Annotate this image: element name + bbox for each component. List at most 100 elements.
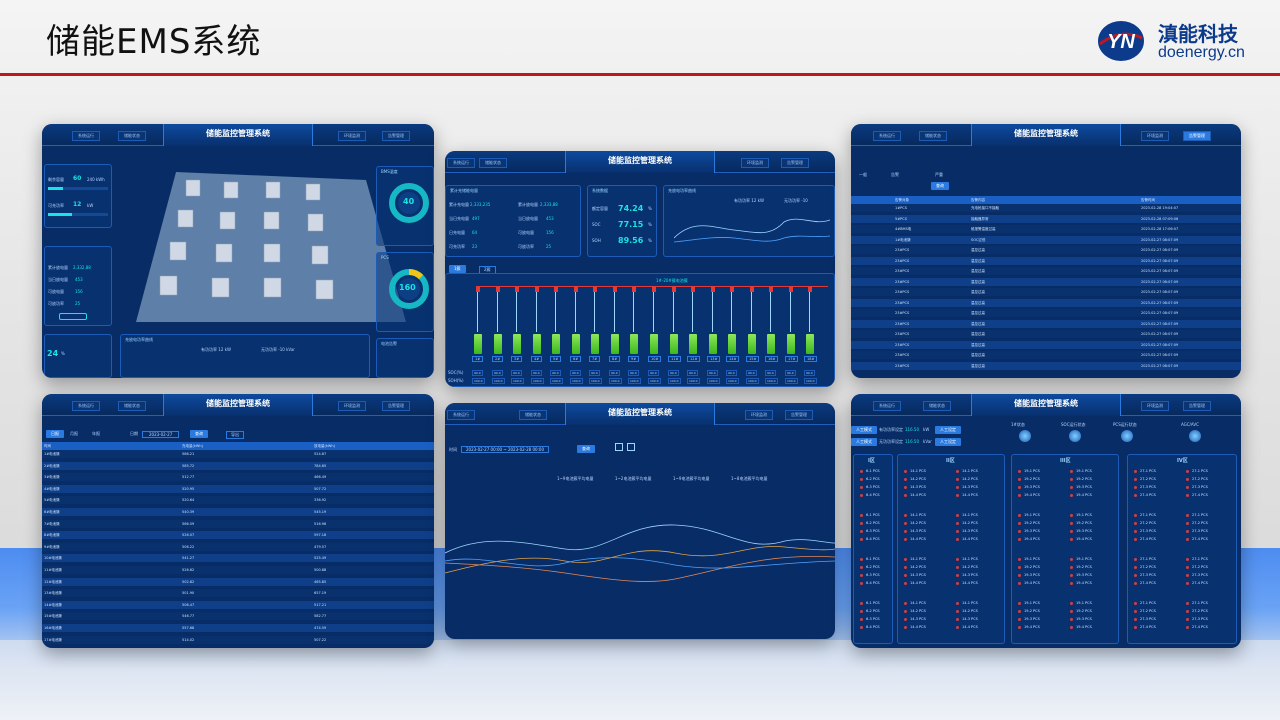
table-row[interactable]: 23#PCS 温控过高 2023-02-27 08:07:09 — [851, 288, 1241, 296]
pcs-status-item[interactable]: 27-1 PCS — [1134, 469, 1156, 473]
tab-storage-status[interactable]: 储能状态 — [923, 401, 951, 411]
pcs-status-item[interactable]: 19-3 PCS — [1070, 573, 1092, 577]
pcs-status-item[interactable]: 6-4 PCS — [860, 625, 880, 629]
pcs-status-item[interactable]: 14-4 PCS — [904, 581, 926, 585]
pcs-status-item[interactable]: 19-3 PCS — [1018, 529, 1040, 533]
battery-cell[interactable] — [611, 334, 619, 354]
table-row[interactable]: 2#电池簇 585.72 784.65 — [42, 461, 434, 470]
tab-environment[interactable]: 环境监测 — [745, 410, 773, 420]
battery-cell[interactable] — [552, 334, 560, 354]
pcs-status-item[interactable]: 19-2 PCS — [1070, 521, 1092, 525]
tab-daily[interactable]: 日报 — [46, 430, 64, 438]
pcs-status-item[interactable]: 14-2 PCS — [904, 565, 926, 569]
table-row[interactable]: 4#电池簇 520.95 507.72 — [42, 484, 434, 493]
tab-alarm[interactable]: 告警管理 — [785, 410, 813, 420]
table-row[interactable]: 23#PCS 温控过高 2023-02-27 08:07:09 — [851, 330, 1241, 338]
filter-severe[interactable]: 严重 — [935, 172, 943, 177]
tab-storage-status[interactable]: 储能状态 — [479, 158, 507, 168]
tab-environment[interactable]: 环境监测 — [338, 131, 366, 141]
table-row[interactable]: 14#电池簇 506.47 517.21 — [42, 600, 434, 609]
pcs-status-item[interactable]: 14-4 PCS — [904, 537, 926, 541]
set-button[interactable]: 人工设定 — [935, 426, 961, 434]
pcs-status-item[interactable]: 27-3 PCS — [1134, 529, 1156, 533]
pcs-status-item[interactable]: 14-4 PCS — [904, 493, 926, 497]
pcs-status-item[interactable]: 27-4 PCS — [1186, 581, 1208, 585]
table-row[interactable]: 1#PCS 充电枪接口不接触 2023-02-28 19:04:07 — [851, 204, 1241, 212]
pcs-status-item[interactable]: 19-3 PCS — [1070, 529, 1092, 533]
tab-monthly[interactable]: 月报 — [70, 431, 78, 436]
pcs-status-item[interactable]: 19-1 PCS — [1070, 601, 1092, 605]
pcs-status-item[interactable]: 27-2 PCS — [1134, 609, 1156, 613]
manual-mode-button[interactable]: 人工模式 — [851, 426, 877, 434]
pcs-status-item[interactable]: 27-3 PCS — [1134, 485, 1156, 489]
pcs-status-item[interactable]: 27-3 PCS — [1186, 573, 1208, 577]
battery-cell[interactable] — [572, 334, 580, 354]
pcs-status-item[interactable]: 14-2 PCS — [956, 521, 978, 525]
screenshot-cluster[interactable]: 系统运行 储能状态 储能监控管理系统 环境监测 告警管理 累计充储能电量 累计充… — [445, 151, 835, 387]
pcs-status-item[interactable]: 6-4 PCS — [860, 493, 880, 497]
battery-cell[interactable] — [689, 334, 697, 354]
table-row[interactable]: 23#PCS 温控过高 2023-02-27 08:07:09 — [851, 309, 1241, 317]
pcs-status-item[interactable]: 19-1 PCS — [1070, 513, 1092, 517]
mode-knob-icon[interactable] — [1189, 430, 1201, 442]
tab-storage-status[interactable]: 储能状态 — [118, 401, 146, 411]
pcs-status-item[interactable]: 27-2 PCS — [1134, 565, 1156, 569]
pcs-status-item[interactable]: 27-4 PCS — [1134, 625, 1156, 629]
pcs-status-item[interactable]: 19-2 PCS — [1070, 609, 1092, 613]
pcs-status-item[interactable]: 27-3 PCS — [1134, 617, 1156, 621]
tab-alarm[interactable]: 告警管理 — [382, 401, 410, 411]
pcs-status-item[interactable]: 27-3 PCS — [1186, 529, 1208, 533]
date-input[interactable]: 2023-02-27 — [142, 431, 180, 438]
pcs-status-item[interactable]: 19-1 PCS — [1070, 469, 1092, 473]
table-row[interactable]: 5#电池簇 520.64 336.92 — [42, 496, 434, 505]
tab-alarm[interactable]: 告警管理 — [781, 158, 809, 168]
pcs-status-item[interactable]: 19-2 PCS — [1070, 477, 1092, 481]
pcs-status-item[interactable]: 19-4 PCS — [1070, 625, 1092, 629]
pcs-status-item[interactable]: 14-1 PCS — [904, 469, 926, 473]
cluster-tab-1[interactable]: 1簇 — [449, 265, 466, 273]
tab-system-run[interactable]: 系统运行 — [873, 131, 901, 141]
filter-warning[interactable]: 告警 — [891, 172, 899, 177]
export-button[interactable]: 导出 — [226, 431, 244, 439]
pcs-status-item[interactable]: 19-2 PCS — [1070, 565, 1092, 569]
battery-cell[interactable] — [806, 334, 814, 354]
mode-knob-icon[interactable] — [1121, 430, 1133, 442]
pcs-status-item[interactable]: 27-3 PCS — [1134, 573, 1156, 577]
pcs-status-item[interactable]: 6-1 PCS — [860, 601, 880, 605]
filter-normal[interactable]: 一般 — [859, 172, 867, 177]
table-row[interactable]: 23#PCS 温控过高 2023-02-27 08:07:09 — [851, 277, 1241, 286]
tab-yearly[interactable]: 年报 — [92, 431, 100, 436]
pcs-status-item[interactable]: 14-3 PCS — [956, 529, 978, 533]
pcs-status-item[interactable]: 6-3 PCS — [860, 573, 880, 577]
table-row[interactable]: 23#PCS 温控过高 2023-02-27 08:07:09 — [851, 256, 1241, 265]
pcs-status-item[interactable]: 19-4 PCS — [1070, 581, 1092, 585]
pcs-status-item[interactable]: 14-2 PCS — [956, 609, 978, 613]
table-row[interactable]: 8#电池簇 526.07 597.18 — [42, 531, 434, 540]
pcs-status-item[interactable]: 27-2 PCS — [1134, 521, 1156, 525]
pcs-status-item[interactable]: 19-3 PCS — [1018, 573, 1040, 577]
pcs-status-item[interactable]: 19-4 PCS — [1070, 493, 1092, 497]
pcs-status-item[interactable]: 6-3 PCS — [860, 617, 880, 621]
pcs-status-item[interactable]: 14-3 PCS — [956, 573, 978, 577]
screenshot-overview[interactable]: 系统运行 储能状态 储能监控管理系统 环境监测 告警管理 剩余容量 60 240… — [42, 124, 434, 378]
pcs-status-item[interactable]: 6-2 PCS — [860, 565, 880, 569]
tab-system-run[interactable]: 系统运行 — [873, 401, 901, 411]
pcs-status-item[interactable]: 27-2 PCS — [1186, 565, 1208, 569]
table-row[interactable]: 23#PCS 温控过高 2023-02-27 08:07:09 — [851, 246, 1241, 254]
pcs-status-item[interactable]: 19-2 PCS — [1018, 565, 1040, 569]
tab-system-run[interactable]: 系统运行 — [72, 401, 100, 411]
pcs-status-item[interactable]: 19-4 PCS — [1018, 493, 1040, 497]
table-row[interactable]: 3#电池簇 512.77 466.49 — [42, 473, 434, 482]
tab-system-run[interactable]: 系统运行 — [72, 131, 100, 141]
pcs-status-item[interactable]: 27-2 PCS — [1186, 521, 1208, 525]
detail-button[interactable] — [59, 313, 87, 320]
pcs-status-item[interactable]: 14-1 PCS — [904, 557, 926, 561]
pcs-status-item[interactable]: 19-1 PCS — [1070, 557, 1092, 561]
pcs-status-item[interactable]: 14-2 PCS — [904, 521, 926, 525]
pcs-status-item[interactable]: 27-2 PCS — [1186, 477, 1208, 481]
pcs-status-item[interactable]: 14-3 PCS — [904, 529, 926, 533]
pcs-status-item[interactable]: 19-2 PCS — [1018, 609, 1040, 613]
pcs-status-item[interactable]: 14-4 PCS — [956, 581, 978, 585]
pcs-status-item[interactable]: 14-2 PCS — [956, 477, 978, 481]
pcs-status-item[interactable]: 19-1 PCS — [1018, 601, 1040, 605]
